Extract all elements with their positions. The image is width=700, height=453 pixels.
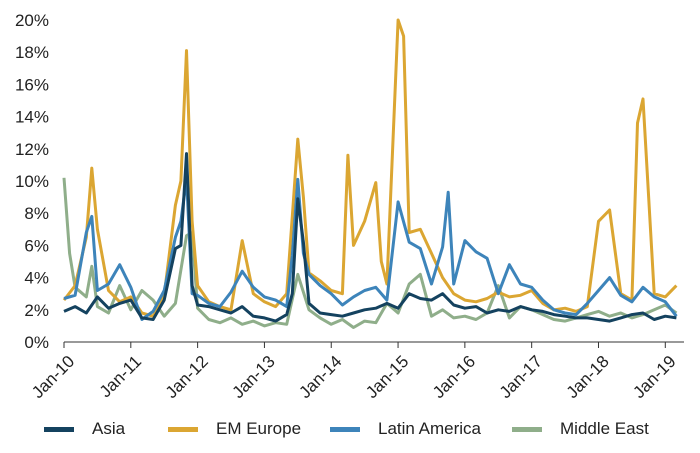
y-tick-label: 10%: [15, 172, 49, 191]
legend-swatch: [330, 426, 360, 432]
y-tick-label: 4%: [24, 269, 49, 288]
legend-swatch: [512, 426, 542, 432]
x-tick-label: Jan-12: [162, 352, 212, 402]
y-tick-label: 16%: [15, 75, 49, 94]
x-tick-label: Jan-14: [295, 352, 345, 402]
y-tick-label: 2%: [24, 301, 49, 320]
x-tick-label: Jan-16: [429, 352, 479, 402]
legend-item: Asia: [44, 414, 125, 444]
legend-item: Middle East: [512, 414, 649, 444]
legend-label: Asia: [92, 419, 126, 438]
y-tick-label: 18%: [15, 43, 49, 62]
series-line-em-europe: [62, 18, 678, 318]
y-tick-label: 8%: [24, 204, 49, 223]
y-tick-label: 6%: [24, 236, 49, 255]
legend: Asia EM Europe Latin America Middle East: [0, 414, 700, 444]
x-tick-label: Jan-11: [96, 352, 145, 401]
y-tick-label: 12%: [15, 140, 49, 159]
legend-label: Middle East: [560, 419, 649, 438]
legend-label: Latin America: [378, 419, 481, 438]
series-line-asia: [63, 152, 677, 323]
legend-label: EM Europe: [216, 419, 302, 438]
x-tick-label: Jan-13: [229, 352, 279, 402]
series-lines: [62, 18, 678, 329]
legend-swatch: [168, 426, 198, 432]
y-tick-label: 14%: [15, 108, 49, 127]
series-line-latin-america: [63, 176, 678, 321]
y-tick-label: 0%: [24, 333, 49, 352]
x-tick-label: Jan-15: [362, 352, 412, 402]
legend-item: Latin America: [330, 414, 481, 444]
x-tick-label: Jan-19: [629, 352, 679, 402]
x-tick-label: Jan-10: [28, 352, 78, 402]
x-tick-label: Jan-17: [496, 352, 546, 402]
x-axis-ticks: Jan-10 Jan-11 Jan-12 Jan-13 Jan-14 Jan-15 Jan-…: [28, 342, 680, 402]
x-tick-label: Jan-18: [563, 352, 613, 402]
legend-item: EM Europe: [168, 414, 301, 444]
legend-swatch: [44, 426, 74, 432]
y-axis-ticks: 0% 2% 4% 6% 8% 10% 12% 14% 16% 18% 20%: [15, 11, 49, 352]
y-tick-label: 20%: [15, 11, 49, 30]
series-line-middle-east: [62, 177, 678, 329]
